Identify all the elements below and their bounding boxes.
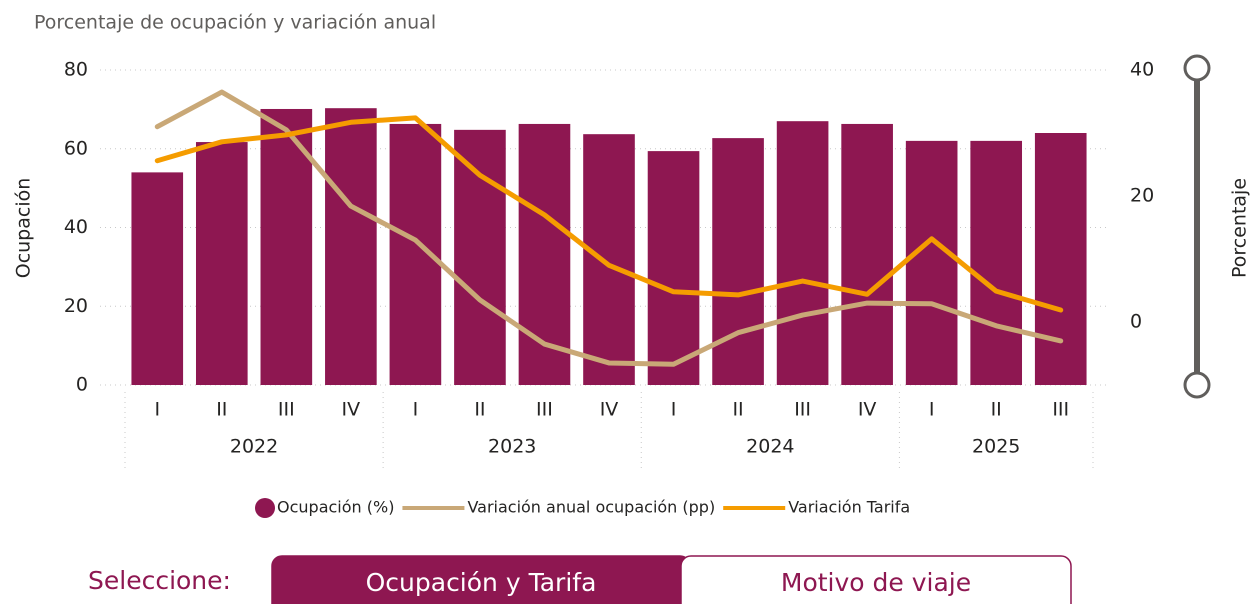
legend-item: Ocupación (%) <box>255 498 394 518</box>
x-tick-label: I <box>413 399 419 421</box>
bar <box>1034 133 1087 385</box>
y-tick-label: 80 <box>64 59 88 81</box>
bar <box>260 108 313 385</box>
y2-tick-label: 20 <box>1130 185 1154 207</box>
bar <box>325 108 377 385</box>
bar <box>454 129 506 385</box>
x-tick-label: III <box>794 399 811 421</box>
legend-label: Variación Tarifa <box>788 498 910 517</box>
x-tick-label: IV <box>600 399 619 421</box>
x-group-label: 2025 <box>972 436 1020 458</box>
y-tick-label: 60 <box>64 137 88 159</box>
legend-label: Ocupación (%) <box>277 498 394 517</box>
range-slider <box>1183 54 1211 399</box>
y2-tick-label: 40 <box>1130 59 1154 81</box>
bar <box>647 151 700 385</box>
x-tick-label: III <box>536 399 553 421</box>
x-tick-label: IV <box>858 399 877 421</box>
x-tick-label: I <box>929 399 935 421</box>
line <box>154 89 1064 367</box>
line <box>154 115 1064 313</box>
y2-axis-title: Porcentaje <box>1229 178 1250 278</box>
legend-item: Variación Tarifa <box>723 498 910 517</box>
bar <box>776 121 829 385</box>
button-label: Motivo de viaje <box>781 568 971 597</box>
x-tick-label: I <box>671 399 677 421</box>
x-tick-label: IV <box>342 399 361 421</box>
x-group-label: 2023 <box>488 436 536 458</box>
selector-button[interactable]: Ocupación y Tarifa <box>271 555 691 604</box>
x-tick-label: II <box>991 399 1002 421</box>
x-tick-label: II <box>216 399 227 421</box>
bar <box>131 172 184 385</box>
button-bg <box>680 555 1072 604</box>
x-tick-label: I <box>154 399 160 421</box>
y-tick-label: 40 <box>64 216 88 238</box>
x-tick-label: II <box>732 399 743 421</box>
x-group-label: 2022 <box>230 436 278 458</box>
bar <box>583 134 635 385</box>
y-axis-title: Ocupación <box>13 178 35 279</box>
x-tick-label: III <box>1052 399 1069 421</box>
x-tick-label: II <box>474 399 485 421</box>
chart-title: Porcentaje de ocupación y variación anua… <box>34 12 436 34</box>
bar <box>712 138 764 385</box>
button-label: Ocupación y Tarifa <box>366 568 597 597</box>
y-tick-label: 20 <box>64 295 88 317</box>
x-group-label: 2024 <box>746 436 794 458</box>
x-tick-label: III <box>278 399 295 421</box>
bar <box>841 123 893 385</box>
bar <box>970 140 1023 385</box>
legend-swatch <box>255 498 275 518</box>
bar <box>905 140 958 385</box>
y2-tick-label: 0 <box>1130 311 1142 333</box>
selector-label: Seleccione: <box>88 566 231 595</box>
legend-label: Variación anual ocupación (pp) <box>467 498 715 517</box>
selector-button[interactable]: Motivo de viaje <box>680 555 1072 604</box>
legend-item: Variación anual ocupación (pp) <box>402 498 715 517</box>
y-tick-label: 0 <box>76 374 88 396</box>
bar <box>195 142 248 385</box>
